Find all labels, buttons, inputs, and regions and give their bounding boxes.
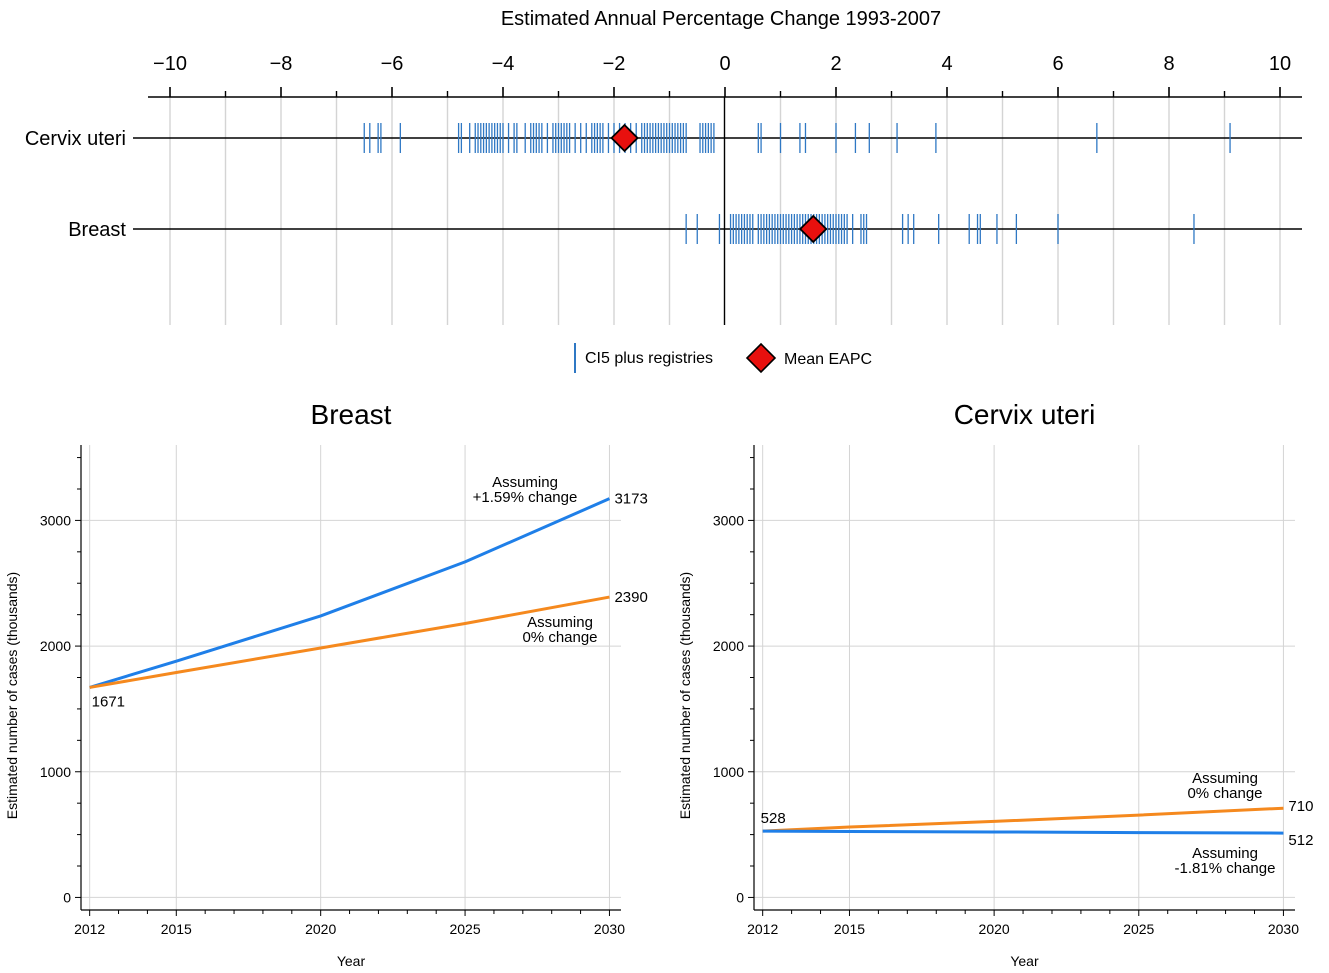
eapc-axis-ticks: −10 −8 −6 −4 −2 0 2 4 6 8 10 <box>153 53 1291 97</box>
series-end-label: 2390 <box>614 589 647 606</box>
x-axis-label: Year <box>337 953 366 969</box>
eapc-tick-label: 8 <box>1163 53 1174 75</box>
series-end-label: 710 <box>1288 798 1313 815</box>
x-tick-label: 2025 <box>1123 921 1154 937</box>
y-tick-label: 0 <box>736 889 744 905</box>
x-axis-label: Year <box>1010 953 1039 969</box>
series-line <box>762 829 1284 835</box>
series-start-label: 1671 <box>92 693 125 710</box>
eapc-title: Estimated Annual Percentage Change 1993-… <box>501 8 941 30</box>
eapc-legend: CI5 plus registries Mean EAPC <box>574 342 872 374</box>
series-annotation: 0% change <box>522 629 597 646</box>
x-tick-label: 2012 <box>74 921 105 937</box>
series-start-label: 528 <box>761 810 786 827</box>
eapc-tick-label: −8 <box>270 53 293 75</box>
x-tick-label: 2030 <box>594 921 625 937</box>
series-annotation: Assuming <box>1192 770 1258 787</box>
eapc-tick-label: −10 <box>153 53 187 75</box>
eapc-tick-label: −2 <box>603 53 626 75</box>
eapc-tick-label: 0 <box>719 53 730 75</box>
series-line <box>89 497 611 689</box>
y-tick-label: 1000 <box>713 764 744 780</box>
x-tick-label: 2012 <box>747 921 778 937</box>
eapc-tick-label: 4 <box>941 53 952 75</box>
y-tick-label: 3000 <box>713 512 744 528</box>
series-annotation: Assuming <box>1192 845 1258 862</box>
eapc-marks <box>363 123 1231 244</box>
y-tick-label: 0 <box>63 889 71 905</box>
series-end-label: 512 <box>1288 832 1313 849</box>
breast-projection-chart: Breast 0 1000 2000 3000 2012 2015 2020 2025 2030 Y… <box>4 399 648 969</box>
eapc-row-label: Cervix uteri <box>25 128 126 150</box>
mean-eapc-diamond <box>610 123 639 153</box>
series-annotation: Assuming <box>527 614 593 631</box>
y-tick-label: 3000 <box>40 512 71 528</box>
x-tick-label: 2015 <box>161 921 192 937</box>
y-tick-label: 1000 <box>40 764 71 780</box>
x-tick-label: 2030 <box>1268 921 1299 937</box>
legend-registries-label: CI5 plus registries <box>585 350 713 367</box>
y-tick-label: 2000 <box>40 638 71 654</box>
eapc-row-label: Breast <box>68 219 126 241</box>
eapc-tick-label: 2 <box>830 53 841 75</box>
y-tick-label: 2000 <box>713 638 744 654</box>
x-tick-label: 2025 <box>449 921 480 937</box>
series-line <box>762 806 1284 833</box>
eapc-strip-plot: Estimated Annual Percentage Change 1993-… <box>25 8 1302 374</box>
x-tick-label: 2015 <box>834 921 865 937</box>
legend-mean-label: Mean EAPC <box>784 351 872 368</box>
panel-title: Cervix uteri <box>954 399 1096 430</box>
y-axis-label: Estimated number of cases (thousands) <box>677 572 693 819</box>
series-annotation: 0% change <box>1187 785 1262 802</box>
panel-title: Breast <box>311 399 392 430</box>
legend-diamond-icon <box>745 342 777 374</box>
eapc-tick-label: −6 <box>381 53 404 75</box>
eapc-tick-label: 10 <box>1269 53 1291 75</box>
eapc-tick-label: 6 <box>1052 53 1063 75</box>
mean-eapc-diamond <box>798 214 828 244</box>
x-tick-label: 2020 <box>305 921 336 937</box>
series-annotation: -1.81% change <box>1175 860 1276 877</box>
series-line <box>89 595 610 689</box>
cervix-projection-chart: Cervix uteri 0 1000 2000 3000 2012 2015 2020 202… <box>677 399 1313 969</box>
eapc-rows: Cervix uteri Breast <box>25 128 1302 241</box>
series-end-label: 3173 <box>614 491 647 508</box>
eapc-tick-label: −4 <box>492 53 515 75</box>
series-annotation: Assuming <box>492 474 558 491</box>
series-annotation: +1.59% change <box>473 489 578 506</box>
x-tick-label: 2020 <box>979 921 1010 937</box>
y-axis-label: Estimated number of cases (thousands) <box>4 572 20 819</box>
